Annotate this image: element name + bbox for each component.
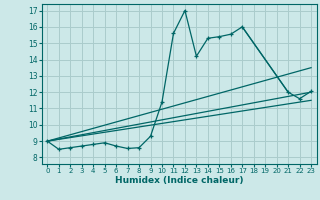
X-axis label: Humidex (Indice chaleur): Humidex (Indice chaleur) xyxy=(115,176,244,185)
